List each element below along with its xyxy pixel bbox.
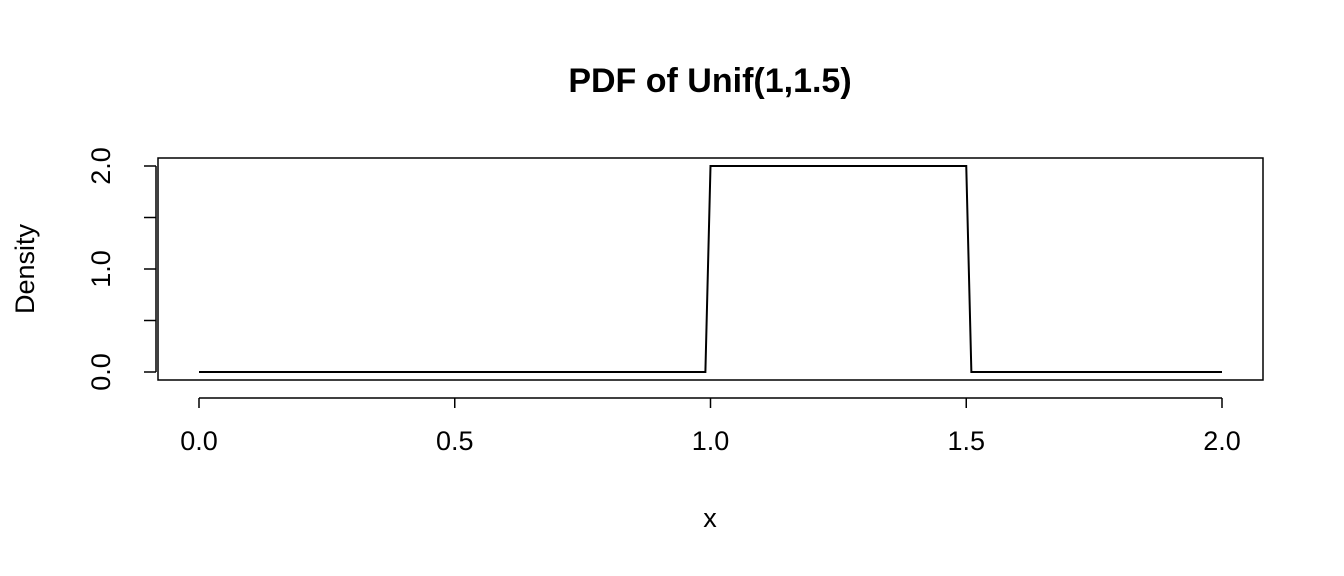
x-tick-label: 1.0 <box>692 426 730 456</box>
x-axis: 0.0 0.5 1.0 1.5 2.0 <box>180 397 1241 456</box>
chart-title: PDF of Unif(1,1.5) <box>568 62 851 100</box>
x-tick-label: 2.0 <box>1203 426 1241 456</box>
x-axis-label: x <box>703 503 717 533</box>
y-tick-label: 1.0 <box>86 250 116 288</box>
density-line <box>199 165 1222 373</box>
y-axis-label: Density <box>10 223 40 314</box>
y-tick-label: 0.0 <box>86 353 116 391</box>
y-axis: 0.0 1.0 2.0 <box>86 147 157 391</box>
x-tick-label: 0.0 <box>180 426 218 456</box>
series-layer <box>199 165 1222 373</box>
x-tick-label: 1.5 <box>947 426 985 456</box>
x-tick-label: 0.5 <box>436 426 474 456</box>
plot-frame <box>157 157 1264 381</box>
y-tick-label: 2.0 <box>86 147 116 185</box>
